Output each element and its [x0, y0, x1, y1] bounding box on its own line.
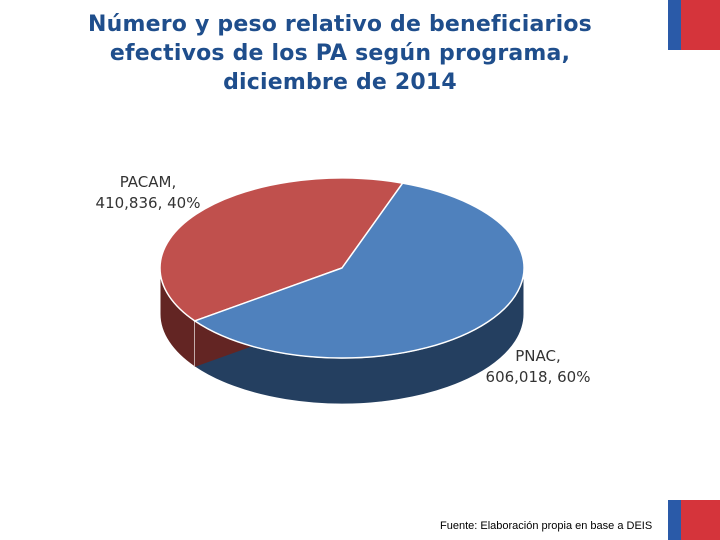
slice-value: 410,836	[95, 194, 158, 212]
slice-label-values: 410,836, 40%	[95, 194, 201, 212]
slice-name: PACAM	[119, 173, 172, 191]
pie-slice-pnac	[193, 182, 525, 359]
flag-blue-stripe	[668, 500, 681, 540]
source-note: Fuente: Elaboración propia en base a DEI…	[440, 520, 653, 532]
flag-decoration-top	[668, 0, 720, 50]
slice-percent: 40%	[167, 194, 201, 212]
slice-percent: 60%	[557, 368, 591, 386]
slice-label-pnac: PNAC, 606,018, 60%	[478, 346, 598, 388]
flag-red-stripe	[681, 0, 720, 50]
pie-slice-pacam	[159, 177, 404, 322]
slice-label-name: PACAM,	[119, 173, 177, 191]
chart-title-line: Número y peso relativo de beneficiarios	[88, 12, 592, 37]
flag-decoration-bottom	[668, 500, 720, 540]
chart-title: Número y peso relativo de beneficiarios …	[40, 10, 640, 97]
slice-label-pacam: PACAM, 410,836, 40%	[88, 172, 208, 214]
slice-name: PNAC	[515, 347, 556, 365]
slice-label-values: 606,018, 60%	[485, 368, 591, 386]
chart-title-line: diciembre de 2014	[223, 70, 457, 95]
flag-red-stripe	[681, 500, 720, 540]
slice-value: 606,018	[485, 368, 548, 386]
chart-title-line: efectivos de los PA según programa,	[109, 41, 571, 66]
slice-label-name: PNAC,	[515, 347, 561, 365]
flag-blue-stripe	[668, 0, 681, 50]
